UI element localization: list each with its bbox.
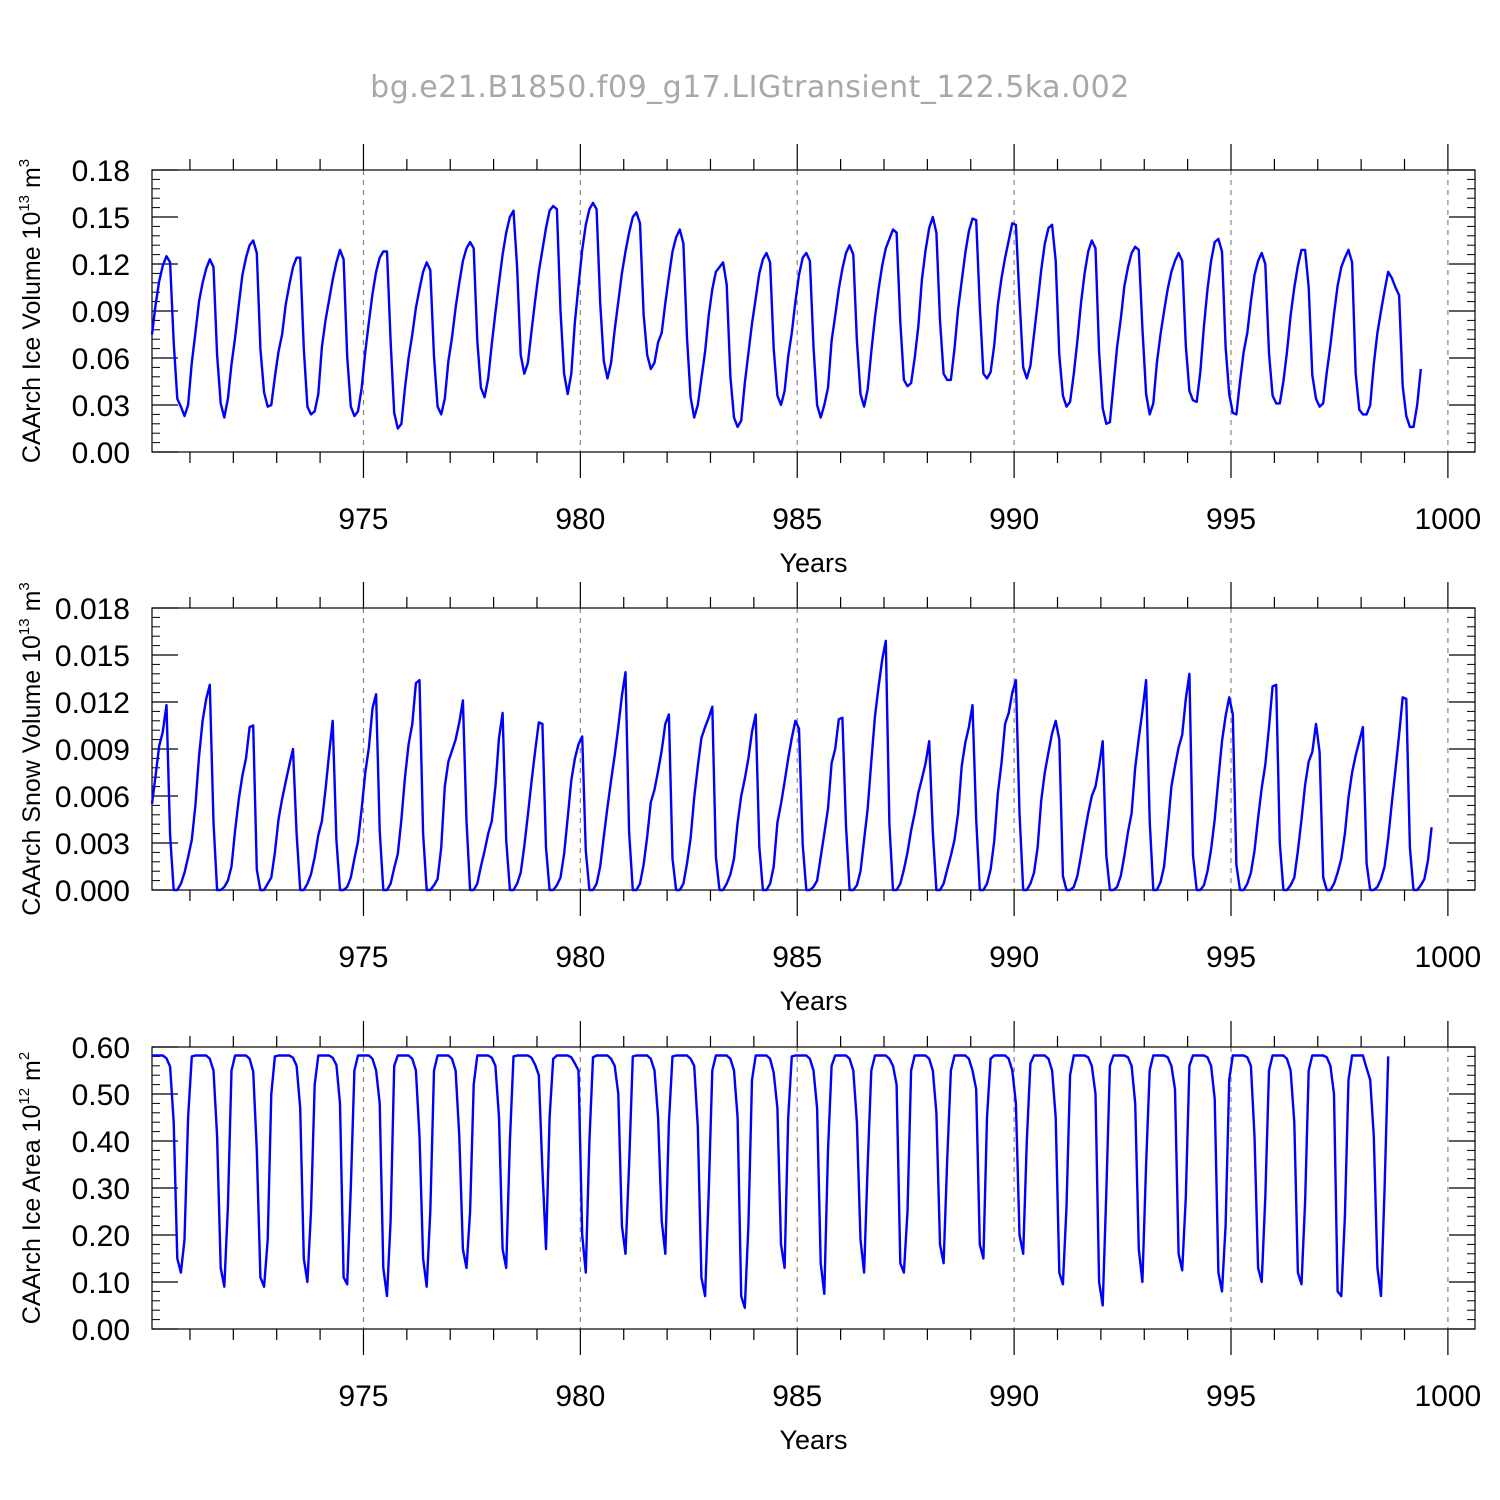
ice-volume-y-tick-label: 0.03 — [72, 390, 130, 423]
snow-volume-y-axis-title: CAArch Snow Volume 1013 m3 — [16, 582, 46, 916]
ice-volume-panel: 0.00 0.03 0.06 0.09 0.12 0.15 0.18 975 980 985 990… — [16, 144, 1481, 578]
snow-volume-y-tick-label: 0.006 — [55, 781, 130, 814]
ice-area-y-tick-label: 0.10 — [72, 1267, 130, 1300]
snow-volume-y-tick-label: 0.009 — [55, 734, 130, 767]
ice-volume-y-tick-label: 0.09 — [72, 296, 130, 329]
snow-volume-x-tick-label: 985 — [772, 941, 822, 974]
ice-area-panel: 0.00 0.10 0.20 0.30 0.40 0.50 0.60 975 980 985 990… — [16, 1021, 1481, 1455]
ice-area-y-tick-label: 0.20 — [72, 1220, 130, 1253]
ice-volume-x-tick-label: 980 — [555, 503, 605, 536]
snow-volume-y-tick-label: 0.012 — [55, 687, 130, 720]
snow-volume-y-tick-label: 0.018 — [55, 593, 130, 626]
ice-volume-x-axis-title: Years — [779, 548, 847, 578]
snow-volume-plot-frame — [151, 607, 1476, 891]
ice-volume-y-axis-title: CAArch Ice Volume 1013 m3 — [16, 159, 46, 463]
snow-volume-x-tick-label: 1000 — [1415, 941, 1482, 974]
ice-volume-x-tick-label: 990 — [989, 503, 1039, 536]
ice-volume-x-tick-label: 985 — [772, 503, 822, 536]
snow-volume-x-tick-label: 990 — [989, 941, 1039, 974]
ice-volume-y-tick-label: 0.06 — [72, 343, 130, 376]
ice-volume-y-tick-label: 0.00 — [72, 437, 130, 470]
page-title: bg.e21.B1850.f09_g17.LIGtransient_122.5k… — [370, 70, 1130, 105]
ice-area-x-tick-label: 985 — [772, 1380, 822, 1413]
ice-area-y-tick-label: 0.00 — [72, 1314, 130, 1347]
ice-area-series-line — [152, 1054, 1390, 1310]
ice-volume-y-tick-label: 0.18 — [72, 155, 130, 188]
ice-area-x-tick-label: 975 — [338, 1380, 388, 1413]
ice-area-y-tick-label: 0.60 — [72, 1032, 130, 1065]
ice-area-y-tick-label: 0.40 — [72, 1126, 130, 1159]
ice-area-y-axis-title: CAArch Ice Area 1012 m2 — [16, 1052, 46, 1324]
ice-area-plot-frame — [151, 1046, 1476, 1330]
ice-area-y-tick-label: 0.50 — [72, 1079, 130, 1112]
ice-volume-y-tick-label: 0.12 — [72, 249, 130, 282]
snow-volume-y-tick-label: 0.000 — [55, 875, 130, 908]
snow-volume-y-tick-label: 0.015 — [55, 640, 130, 673]
ice-volume-plot-frame — [151, 169, 1476, 453]
ice-area-x-tick-label: 1000 — [1415, 1380, 1482, 1413]
ice-area-x-tick-label: 980 — [555, 1380, 605, 1413]
snow-volume-series-line — [150, 639, 1433, 892]
ice-volume-x-tick-label: 975 — [338, 503, 388, 536]
snow-volume-y-tick-label: 0.003 — [55, 828, 130, 861]
snow-volume-x-tick-label: 995 — [1206, 941, 1256, 974]
snow-volume-x-axis-title: Years — [779, 986, 847, 1016]
ice-area-x-axis-title: Years — [779, 1425, 847, 1455]
ice-area-x-tick-label: 995 — [1206, 1380, 1256, 1413]
ice-volume-x-tick-label: 995 — [1206, 503, 1256, 536]
snow-volume-x-tick-label: 980 — [555, 941, 605, 974]
ice-area-x-tick-label: 990 — [989, 1380, 1039, 1413]
snow-volume-panel: 0.000 0.003 0.006 0.009 0.012 0.015 0.018 975 98… — [16, 582, 1481, 1016]
ice-volume-series-line — [150, 201, 1422, 430]
ice-area-y-tick-label: 0.30 — [72, 1173, 130, 1206]
ice-volume-x-tick-label: 1000 — [1415, 503, 1482, 536]
snow-volume-x-tick-label: 975 — [338, 941, 388, 974]
ice-volume-y-tick-label: 0.15 — [72, 202, 130, 235]
